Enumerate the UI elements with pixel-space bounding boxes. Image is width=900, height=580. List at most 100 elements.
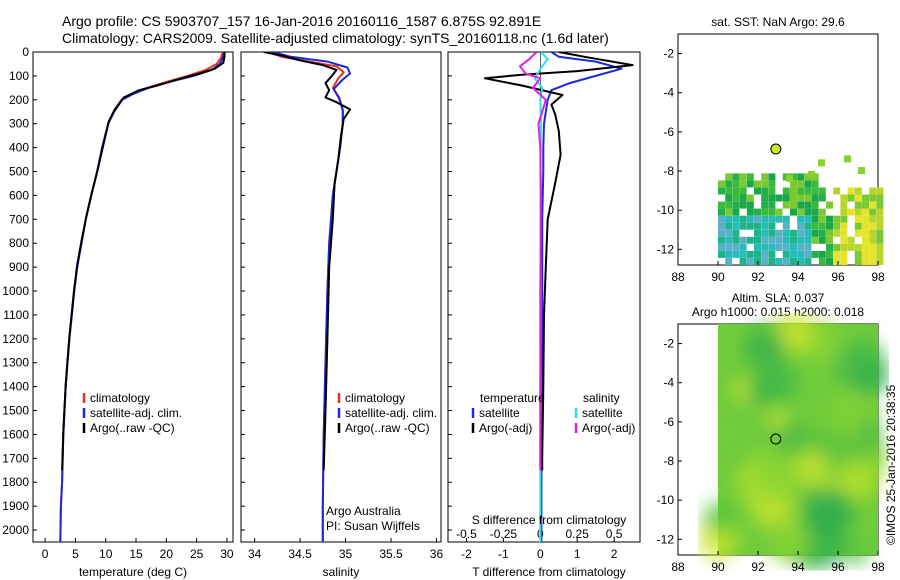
sst-cell (761, 243, 769, 251)
sst-cell (746, 194, 754, 202)
depth-tick-label: 200 (9, 93, 29, 107)
sst-cell (754, 222, 761, 230)
depth-tick-label: 1100 (3, 308, 29, 322)
sst-cell (847, 208, 855, 216)
sst-cell (732, 201, 740, 209)
sst-cell (797, 229, 805, 237)
sst-cell (876, 194, 884, 202)
sla-blob (743, 327, 786, 369)
depth-tick-label: 300 (9, 117, 29, 131)
header-line-1: Argo profile: CS 5903707_157 16-Jan-2016… (62, 13, 541, 29)
sst-cell (797, 180, 805, 188)
sst-cell (862, 215, 869, 223)
sla-blob (703, 501, 737, 535)
sst-cell (869, 236, 877, 244)
x-tick-label: -1 (498, 547, 509, 561)
map-y-tick-label: -8 (663, 454, 674, 468)
sst-cell (782, 194, 790, 202)
sst-cell (862, 236, 869, 244)
sst-cell (854, 215, 862, 223)
sst-cell (725, 187, 733, 195)
depth-tick-label: 1600 (2, 427, 29, 441)
sst-cell (790, 194, 797, 202)
sla-map-panel: Altim. SLA: 0.037 Argo h1000: 0.015 h200… (657, 291, 889, 574)
depth-tick-label: 1000 (2, 284, 29, 298)
sst-cell (797, 222, 805, 230)
sst-cell (840, 258, 848, 265)
sst-cell (790, 208, 797, 216)
sst-cell (804, 187, 812, 195)
sst-cell (811, 187, 819, 195)
sst-cell (746, 201, 754, 209)
sst-cell (761, 208, 769, 216)
sst-cell (818, 215, 826, 223)
sst-cell (746, 173, 754, 181)
sst-cell (811, 250, 819, 258)
sst-cell (797, 187, 805, 195)
sst-cell (718, 187, 725, 195)
sst-cell (847, 194, 855, 202)
map-x-tick-label: 90 (711, 270, 725, 284)
salinity-x-ticks: 34 34.5 35 35.5 36 (241, 51, 443, 561)
sst-cell (782, 236, 790, 244)
sst-cell (818, 208, 826, 216)
temperature-panel: 0100200300400500600700800900100011001200… (2, 45, 234, 579)
sst-cell (862, 243, 869, 251)
sst-cell (854, 208, 862, 216)
sst-cell (790, 180, 797, 188)
sst-cell (775, 194, 783, 202)
sst-cell (768, 187, 776, 195)
sst-cell (754, 250, 761, 258)
salinity-panel: 34 34.5 35 35.5 36 salinity climatologysatel… (240, 51, 443, 579)
sst-cell (746, 236, 754, 244)
sst-cell (782, 201, 790, 209)
sst-cell (782, 243, 790, 251)
sst-map-ticks: 88 90 92 94 96 98 -2 -4 -6 -8 -10 -12 (657, 47, 885, 284)
sst-cell (725, 173, 733, 181)
sst-cell (761, 258, 769, 265)
sst-cell (768, 243, 776, 251)
legend-label: satellite (479, 406, 520, 420)
sst-cell (754, 229, 761, 237)
sst-cell (804, 173, 812, 181)
sst-cell (876, 215, 884, 223)
depth-tick-label: 2000 (2, 523, 29, 537)
series-line (61, 52, 226, 471)
sst-cell (804, 194, 812, 202)
sst-cell (833, 229, 841, 237)
sla-blob (766, 409, 788, 431)
sst-cell (818, 187, 826, 195)
sst-cell (826, 243, 833, 251)
sst-cell (725, 208, 733, 216)
pi-label: PI: Susan Wijffels (326, 519, 420, 533)
sst-cell (718, 229, 725, 237)
sst-cell (761, 215, 769, 223)
difference-series (483, 52, 634, 542)
temperature-x-ticks: 0 5 10 15 20 25 30 (42, 538, 234, 561)
x-tick-label: 2 (611, 547, 618, 561)
sst-cell (746, 222, 754, 230)
sst-cell (739, 222, 747, 230)
x-tick-label: 10 (99, 547, 113, 561)
sst-cell (869, 187, 877, 195)
sst-cell (854, 243, 862, 251)
legend-title: salinity (583, 391, 620, 405)
sst-cell (739, 173, 747, 181)
sst-cell (725, 180, 733, 188)
x2-tick-label: 0.5 (606, 527, 623, 541)
depth-tick-label: 0 (22, 45, 29, 59)
sst-cell (725, 243, 733, 251)
map-y-tick-label: -6 (663, 415, 674, 429)
sst-cell (797, 258, 805, 265)
sst-cell (818, 258, 826, 265)
sst-cell (833, 243, 841, 251)
sst-cell (768, 201, 776, 209)
sst-cell (811, 208, 819, 216)
x-tick-label: 20 (160, 547, 174, 561)
sst-cell (768, 194, 776, 202)
sst-cell (847, 243, 855, 251)
sst-cell (739, 194, 747, 202)
sst-cell (768, 222, 776, 230)
sst-cell (732, 173, 740, 181)
